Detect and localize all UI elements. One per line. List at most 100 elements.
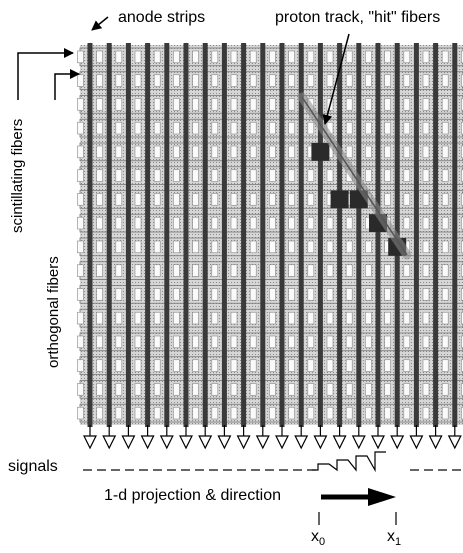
fiber-cell xyxy=(269,145,276,159)
fiber-cell xyxy=(403,406,411,420)
fiber-cell xyxy=(307,216,315,230)
x0-subscript: 0 xyxy=(319,536,326,549)
fiber-cell xyxy=(153,311,161,325)
fiber-cell xyxy=(115,406,123,420)
fiber-cell xyxy=(269,264,276,277)
fiber-cell xyxy=(288,121,295,135)
fiber-cell xyxy=(307,406,315,420)
fiber-cell xyxy=(461,193,463,206)
fiber-cell xyxy=(230,193,238,206)
fiber-cell xyxy=(192,169,199,182)
fiber-cell xyxy=(96,264,103,277)
fiber-cell xyxy=(326,383,334,396)
fiber-cell xyxy=(441,335,449,349)
fiber-cell xyxy=(326,264,334,277)
fiber-cell xyxy=(307,50,315,64)
fiber-cell xyxy=(77,359,84,372)
fiber-cell xyxy=(134,193,142,206)
fiber-cell xyxy=(115,74,123,87)
fiber-cell xyxy=(96,98,103,111)
fiber-cell xyxy=(384,311,391,325)
fiber-cell xyxy=(134,145,142,159)
fiber-cell xyxy=(211,288,219,301)
fiber-cell xyxy=(173,359,180,372)
fiber-cell xyxy=(422,169,430,182)
fiber-cell xyxy=(345,406,353,420)
fiber-cell xyxy=(384,383,391,396)
fiber-cell xyxy=(403,169,411,182)
fiber-cell xyxy=(365,98,372,111)
fiber-cell xyxy=(96,50,103,64)
fiber-cell xyxy=(249,264,257,277)
fiber-cell xyxy=(365,288,372,301)
fiber-cell xyxy=(326,311,334,325)
fiber-cell xyxy=(115,193,123,206)
hit-fiber xyxy=(330,190,349,209)
fiber-cell xyxy=(384,193,391,206)
fiber-cell xyxy=(441,98,449,111)
fiber-cell xyxy=(192,311,199,325)
fiber-cell xyxy=(134,216,142,230)
fiber-cell xyxy=(134,121,142,135)
fiber-cell xyxy=(211,264,219,277)
x0-letter: x xyxy=(311,528,319,545)
fiber-cell xyxy=(384,406,391,420)
fiber-cell xyxy=(153,121,161,135)
fiber-cell xyxy=(345,311,353,325)
fiber-cell xyxy=(173,216,180,230)
fiber-cell xyxy=(115,288,123,301)
fiber-cell xyxy=(230,121,238,135)
fiber-cell xyxy=(211,311,219,325)
amplifier-triangle xyxy=(236,435,251,450)
fiber-cell xyxy=(384,74,391,87)
fiber-cell xyxy=(461,383,463,396)
amplifier-triangle xyxy=(428,435,443,450)
fiber-cell xyxy=(230,335,238,349)
fiber-cell xyxy=(441,74,449,87)
fiber-cell xyxy=(345,145,353,159)
fiber-cell xyxy=(77,50,84,64)
fiber-cell xyxy=(422,240,430,254)
fiber-cell xyxy=(230,145,238,159)
fiber-cell xyxy=(173,193,180,206)
fiber-cell xyxy=(115,311,123,325)
amplifier-triangle xyxy=(371,435,385,450)
fiber-cell xyxy=(365,383,372,396)
fiber-cell xyxy=(403,359,411,372)
fiber-cell xyxy=(422,264,430,277)
fiber-cell xyxy=(461,240,463,254)
fiber-cell xyxy=(365,240,372,254)
proton-track-arrow xyxy=(322,33,350,125)
anode-strip xyxy=(202,43,208,427)
fiber-cell xyxy=(461,216,463,230)
fiber-cell xyxy=(422,145,430,159)
fiber-cell xyxy=(269,50,276,64)
fiber-cell xyxy=(153,359,161,372)
fiber-cell xyxy=(384,121,391,135)
fiber-cell xyxy=(288,240,295,254)
amplifier-triangle xyxy=(83,435,97,450)
amplifier-triangle xyxy=(294,435,309,450)
amplifier-triangle xyxy=(217,435,232,450)
fiber-cell xyxy=(384,335,391,349)
fiber-cell xyxy=(384,264,391,277)
fiber-cell xyxy=(134,240,142,254)
fiber-cell xyxy=(365,264,372,277)
fiber-cell xyxy=(365,74,372,87)
fiber-cell xyxy=(192,145,199,159)
fiber-cell xyxy=(211,169,219,182)
fiber-cell xyxy=(211,406,219,420)
fiber-cell xyxy=(461,288,463,301)
fiber-cell xyxy=(365,335,372,349)
fiber-cell xyxy=(153,216,161,230)
amplifier-triangle xyxy=(275,435,289,450)
amplifier-triangle xyxy=(255,435,270,450)
fiber-cell xyxy=(96,74,103,87)
orthogonal-fibers-arrow xyxy=(54,69,80,100)
fiber-cell xyxy=(96,359,103,372)
fiber-cell xyxy=(288,406,295,420)
fiber-cell xyxy=(365,50,372,64)
signals-label: signals xyxy=(8,458,58,475)
fiber-cell xyxy=(422,359,430,372)
projection-label: 1-d projection & direction xyxy=(104,487,281,504)
